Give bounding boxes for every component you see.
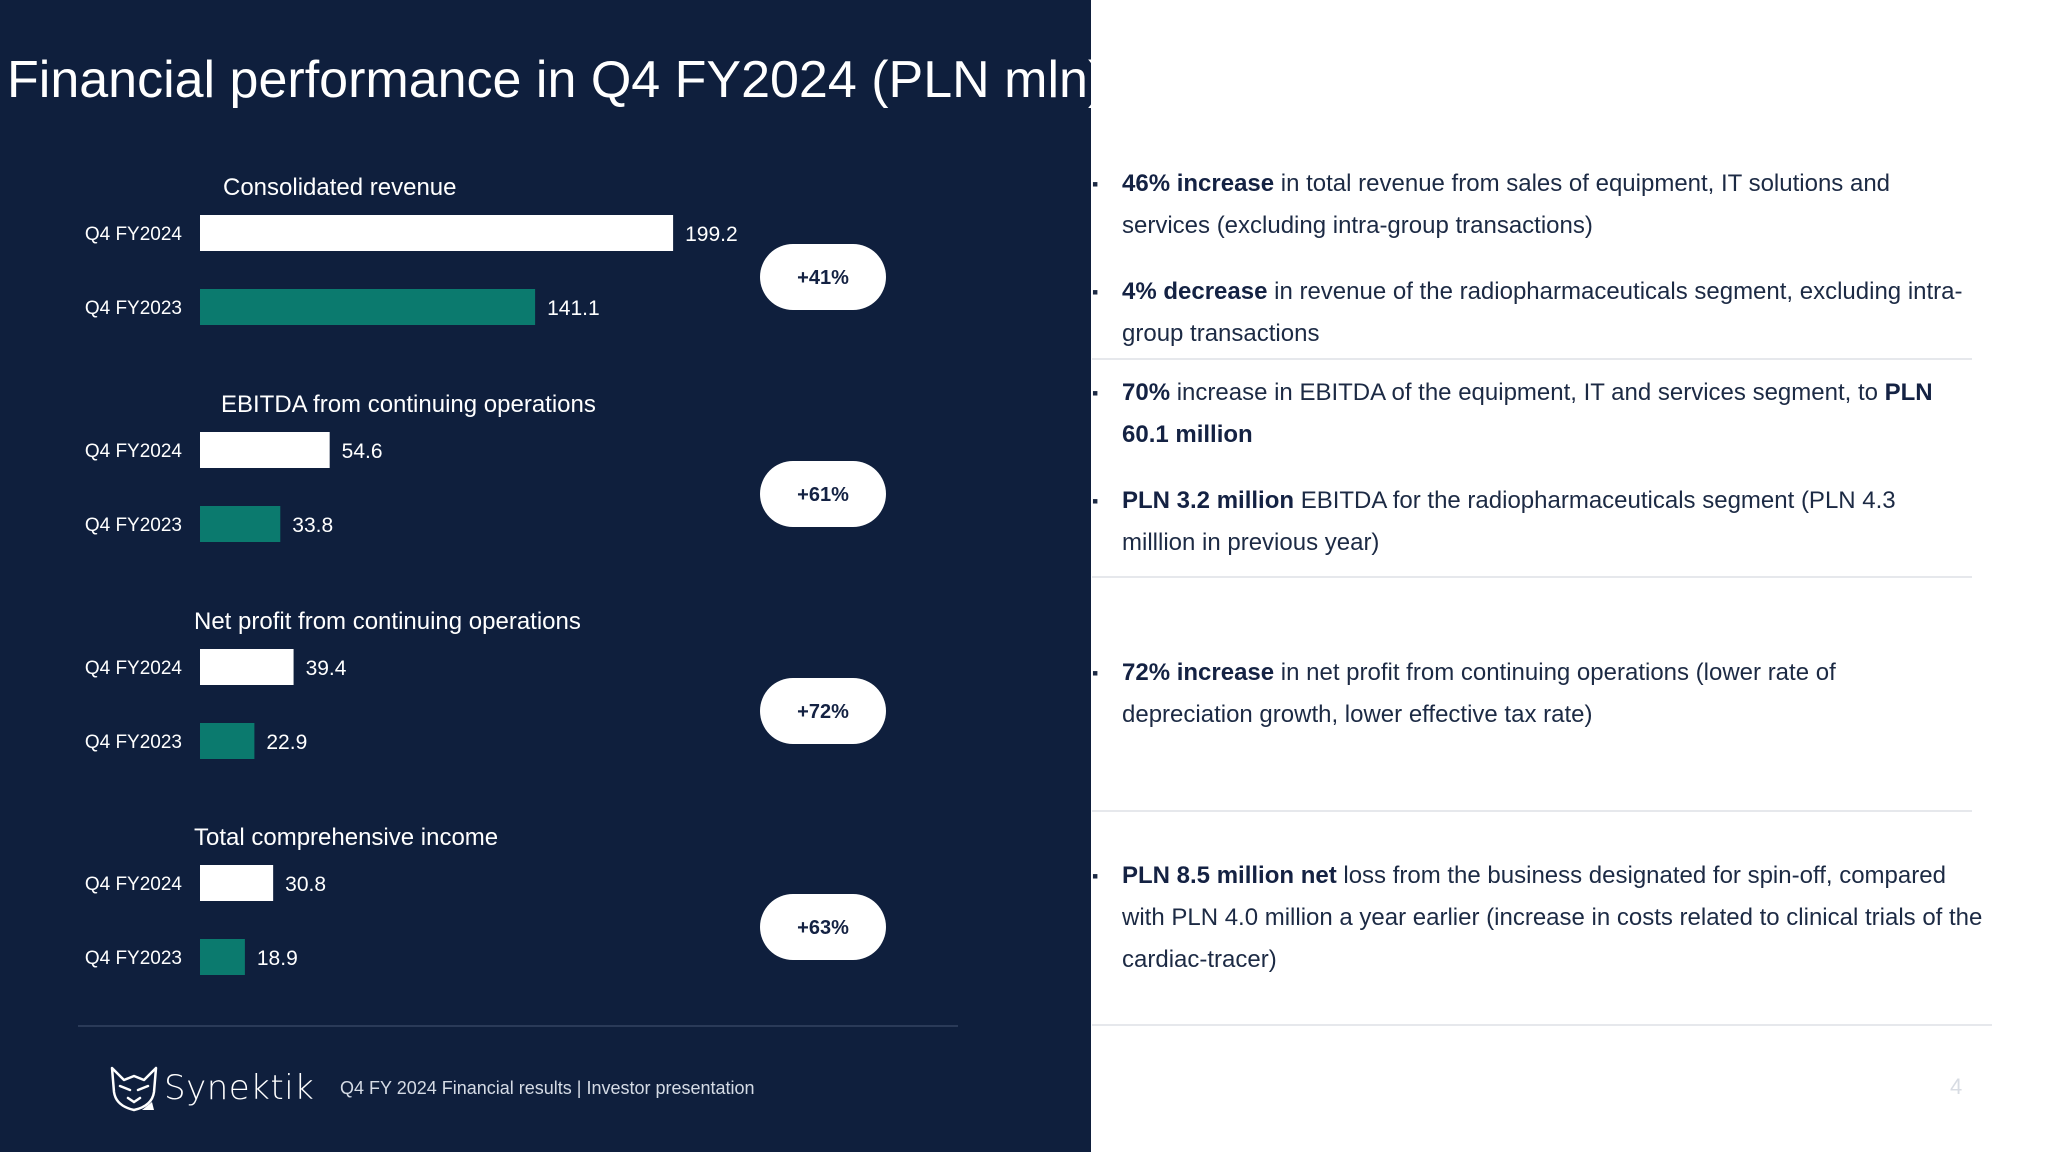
bullet-square-icon: ▪: [1092, 866, 1099, 886]
bullet-item: ▪ 70% increase in EBITDA of the equipmen…: [1092, 372, 1972, 456]
change-percent-label: +41%: [797, 267, 849, 289]
bar-value-label: 54.6: [342, 440, 383, 463]
change-percent-label: +61%: [797, 484, 849, 506]
bar-value-label: 30.8: [285, 873, 326, 896]
change-percent-label: +63%: [797, 917, 849, 939]
bullet-highlight: PLN 8.5 million net: [1122, 862, 1337, 889]
bullet-highlight: 70%: [1122, 379, 1171, 406]
bullet-item: ▪ 72% increase in net profit from contin…: [1092, 652, 1972, 736]
bullet-body: in net profit from continuing operations…: [1122, 659, 1836, 728]
bar-value-label: 18.9: [257, 947, 298, 970]
bar-current-year: [200, 215, 674, 251]
bar-previous-year: [200, 506, 281, 542]
bar-value-label: 141.1: [547, 297, 600, 320]
bar-value-label: 39.4: [306, 657, 347, 680]
bullet-item: ▪ PLN 8.5 million net loss from the busi…: [1092, 855, 1992, 981]
bar-previous-year: [200, 939, 245, 975]
ebitda-section: ▪ 70% increase in EBITDA of the equipmen…: [1092, 360, 1972, 578]
page-title: Financial performance in Q4 FY2024 (PLN …: [7, 51, 1106, 109]
bullet-body: in total revenue from sales of equipment…: [1122, 170, 1891, 239]
category-tick-label: Q4 FY2024: [85, 658, 183, 679]
bullet-item: ▪ PLN 3.2 million EBITDA for the radioph…: [1092, 480, 1972, 564]
cat-head-logo-icon: [110, 1066, 158, 1112]
bar-current-year: [200, 865, 274, 901]
change-pill: [760, 678, 886, 744]
category-tick-label: Q4 FY2023: [85, 948, 182, 969]
bar-previous-year: [200, 289, 536, 325]
footer-text: Q4 FY 2024 Financial results | Investor …: [340, 1078, 755, 1098]
bullet-highlight: PLN 60.1 million: [1122, 379, 1933, 448]
bar-previous-year: [200, 723, 255, 759]
bullet-body: in revenue of the radiopharmaceuticals s…: [1122, 278, 1963, 347]
change-pill: [760, 244, 886, 310]
bullet-item: ▪ 4% decrease in revenue of the radiopha…: [1092, 271, 1972, 355]
bar-value-label: 33.8: [292, 514, 333, 537]
page-number: 4: [1950, 1074, 1963, 1099]
left-panel: Financial performance in Q4 FY2024 (PLN …: [0, 0, 1091, 1152]
bar-value-label: 22.9: [266, 731, 307, 754]
category-tick-label: Q4 FY2024: [85, 441, 183, 462]
bullet-square-icon: ▪: [1092, 174, 1099, 194]
net-profit-section: ▪ 72% increase in net profit from contin…: [1092, 578, 1972, 812]
bar-current-year: [200, 432, 330, 468]
logo-text: Synektik: [164, 1068, 315, 1108]
category-tick-label: Q4 FY2024: [85, 874, 183, 895]
bullet-highlight: 72% increase: [1122, 659, 1275, 686]
category-tick-label: Q4 FY2024: [85, 224, 183, 245]
category-tick-label: Q4 FY2023: [85, 732, 182, 753]
bullet-item: ▪ 46% increase in total revenue from sal…: [1092, 163, 1972, 247]
footer-divider: [78, 1025, 958, 1027]
bar-current-year: [200, 649, 294, 685]
bar-value-label: 199.2: [685, 223, 738, 246]
revenue-section: ▪ 46% increase in total revenue from sal…: [1092, 160, 1972, 360]
bullet-square-icon: ▪: [1092, 383, 1099, 403]
change-pill: [760, 461, 886, 527]
bar-charts: Consolidated revenue Q4 FY2024 199.2 Q4 FY2…: [85, 174, 886, 975]
chart-title: Total comprehensive income: [194, 824, 498, 851]
bullet-highlight: 4% decrease: [1122, 278, 1268, 305]
bullet-body: EBITDA for the radiopharmaceuticals segm…: [1122, 487, 1896, 556]
chart-title: EBITDA from continuing operations: [221, 391, 596, 418]
chart-title: Net profit from continuing operations: [194, 608, 581, 635]
bullet-highlight: 46% increase: [1122, 170, 1275, 197]
chart-title: Consolidated revenue: [223, 174, 457, 201]
bullet-highlight: PLN 3.2 million: [1122, 487, 1295, 514]
bullet-square-icon: ▪: [1092, 282, 1099, 302]
change-percent-label: +72%: [797, 701, 849, 723]
category-tick-label: Q4 FY2023: [85, 298, 182, 319]
category-tick-label: Q4 FY2023: [85, 515, 182, 536]
bullet-body: loss from the business designated for sp…: [1122, 862, 1983, 973]
change-pill: [760, 894, 886, 960]
company-logo: Synektik: [108, 1062, 314, 1114]
bullet-body: increase in EBITDA of the equipment, IT …: [1170, 379, 1885, 406]
spin-off-section: ▪ PLN 8.5 million net loss from the busi…: [1092, 812, 1992, 1026]
bullet-square-icon: ▪: [1092, 663, 1099, 683]
bullet-square-icon: ▪: [1092, 491, 1099, 511]
